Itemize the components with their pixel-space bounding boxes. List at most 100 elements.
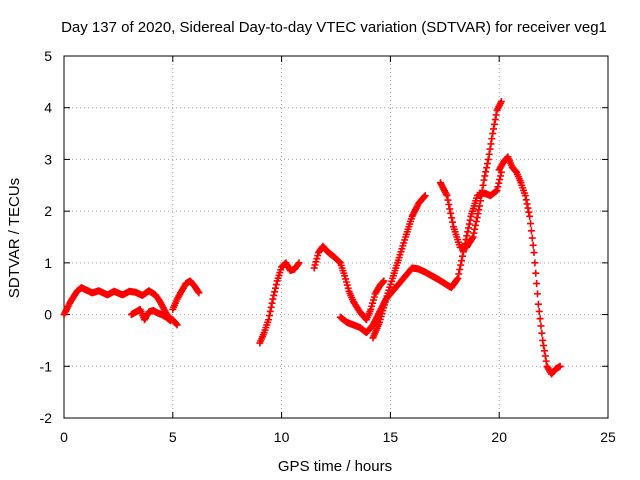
series-track-a — [60, 284, 181, 329]
data-point — [479, 181, 487, 189]
data-point — [493, 186, 501, 194]
data-point — [265, 316, 273, 324]
data-point — [496, 176, 504, 184]
data-point — [270, 291, 278, 299]
y-tick-label: 1 — [44, 255, 52, 271]
data-point — [531, 259, 539, 267]
data-point — [475, 206, 483, 214]
data-point — [173, 321, 181, 329]
data-point — [483, 160, 491, 168]
data-point — [534, 300, 542, 308]
data-point — [482, 168, 490, 176]
data-point — [477, 192, 485, 200]
data-point — [468, 234, 476, 242]
data-point — [474, 210, 482, 218]
data-point — [536, 315, 544, 323]
x-tick-label: 10 — [274, 429, 290, 445]
data-point — [472, 221, 480, 229]
data-point — [540, 342, 548, 350]
y-tick-label: 2 — [44, 203, 52, 219]
data-point — [476, 197, 484, 205]
y-tick-label: -2 — [40, 410, 53, 426]
data-point — [444, 196, 452, 204]
data-point — [490, 125, 498, 133]
data-point — [480, 176, 488, 184]
data-point — [535, 307, 543, 315]
data-points — [60, 98, 564, 378]
y-tick-labels: -2 -1 0 1 2 3 4 5 — [40, 48, 53, 426]
data-point — [476, 202, 484, 210]
data-point — [455, 270, 463, 278]
series-track-b — [127, 305, 175, 325]
data-point — [458, 257, 466, 265]
data-point — [481, 172, 489, 180]
x-tick-label: 0 — [60, 429, 68, 445]
data-point — [539, 336, 547, 344]
data-point — [448, 214, 456, 222]
data-point — [443, 192, 451, 200]
y-tick-label: 5 — [44, 48, 52, 64]
series-track-g — [369, 192, 429, 342]
data-point — [494, 183, 502, 191]
data-point — [446, 205, 454, 213]
data-point — [380, 277, 388, 285]
data-point — [472, 217, 480, 225]
data-point — [459, 252, 467, 260]
data-point — [272, 284, 280, 292]
y-tick-label: 0 — [44, 307, 52, 323]
data-point — [521, 192, 529, 200]
data-point — [523, 200, 531, 208]
data-point — [464, 224, 472, 232]
data-point — [542, 357, 550, 365]
data-point — [265, 312, 273, 320]
data-point — [537, 322, 545, 330]
data-point — [449, 218, 457, 226]
data-point — [466, 216, 474, 224]
x-tick-labels: 0 5 10 15 20 25 — [60, 429, 616, 445]
grid — [64, 56, 608, 418]
x-tick-label: 25 — [600, 429, 616, 445]
data-point — [527, 220, 535, 228]
data-point — [266, 307, 274, 315]
data-point — [486, 145, 494, 153]
data-point — [532, 269, 540, 277]
data-point — [489, 130, 497, 138]
axis-ticks — [63, 55, 609, 419]
data-point — [272, 281, 280, 289]
data-point — [488, 135, 496, 143]
data-point — [172, 320, 180, 328]
y-tick-label: 3 — [44, 151, 52, 167]
series-track-e — [310, 242, 388, 324]
plot-frame — [63, 55, 609, 419]
data-point — [487, 140, 495, 148]
data-point — [538, 329, 546, 337]
chart-title: Day 137 of 2020, Sidereal Day-to-day VTE… — [61, 19, 607, 36]
data-point — [528, 234, 536, 242]
x-tick-label: 20 — [491, 429, 507, 445]
data-point — [492, 111, 500, 119]
data-point — [490, 120, 498, 128]
series-track-d — [256, 259, 303, 347]
series-track-f — [336, 168, 505, 337]
data-point — [529, 241, 537, 249]
data-point — [267, 303, 275, 311]
data-point — [195, 289, 203, 297]
data-point — [465, 220, 473, 228]
data-point — [271, 288, 279, 296]
data-point — [478, 186, 486, 194]
data-point — [421, 192, 429, 200]
data-point — [379, 278, 387, 286]
data-point — [533, 280, 541, 288]
data-point — [485, 150, 493, 158]
x-axis-label: GPS time / hours — [278, 458, 392, 475]
data-point — [495, 179, 503, 187]
data-point — [454, 274, 462, 282]
data-point — [541, 352, 549, 360]
data-point — [268, 299, 276, 307]
data-point — [473, 214, 481, 222]
data-point — [295, 259, 303, 267]
data-point — [294, 260, 302, 268]
data-point — [457, 261, 465, 269]
series-track-h — [436, 98, 505, 251]
